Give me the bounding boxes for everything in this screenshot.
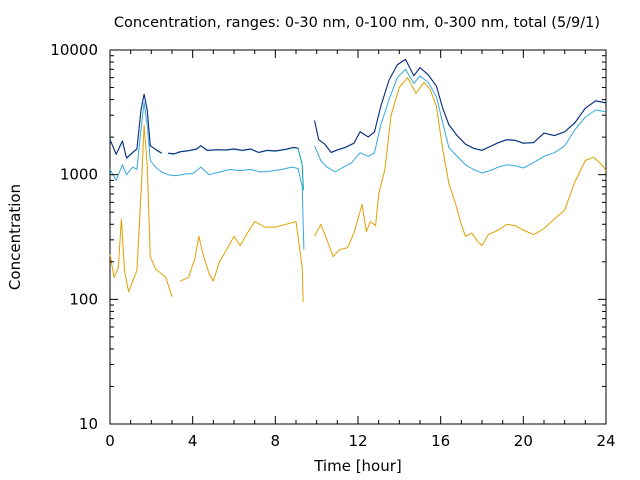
series-line-0 (109, 77, 607, 303)
series-layer (109, 58, 607, 303)
x-tick-label: 12 (348, 432, 367, 450)
y-tick-label: 10000 (50, 41, 98, 59)
series-line-2 (109, 58, 607, 191)
plot-frame (109, 49, 607, 425)
x-tick-label: 24 (596, 432, 615, 450)
x-tick-label: 4 (188, 432, 198, 450)
x-tick-label: 0 (105, 432, 115, 450)
y-tick-label: 10 (79, 415, 98, 433)
chart-title: Concentration, ranges: 0-30 nm, 0-100 nm… (114, 15, 600, 31)
x-tick-label: 16 (431, 432, 450, 450)
x-tick-label: 20 (514, 432, 533, 450)
y-tick-label: 100 (69, 290, 98, 308)
x-tick-label: 8 (271, 432, 281, 450)
series-line-3 (109, 58, 607, 159)
x-axis-label: Time [hour] (313, 457, 402, 475)
y-axis-label: Concentration (6, 184, 24, 290)
tick-layer: 0 4 8 12 16 20 24 10 100 1000 10000 (50, 41, 615, 450)
y-tick-label: 1000 (60, 166, 98, 184)
plot-area: 0 4 8 12 16 20 24 10 100 1000 10000 (50, 41, 615, 450)
series-line-1 (109, 68, 607, 250)
